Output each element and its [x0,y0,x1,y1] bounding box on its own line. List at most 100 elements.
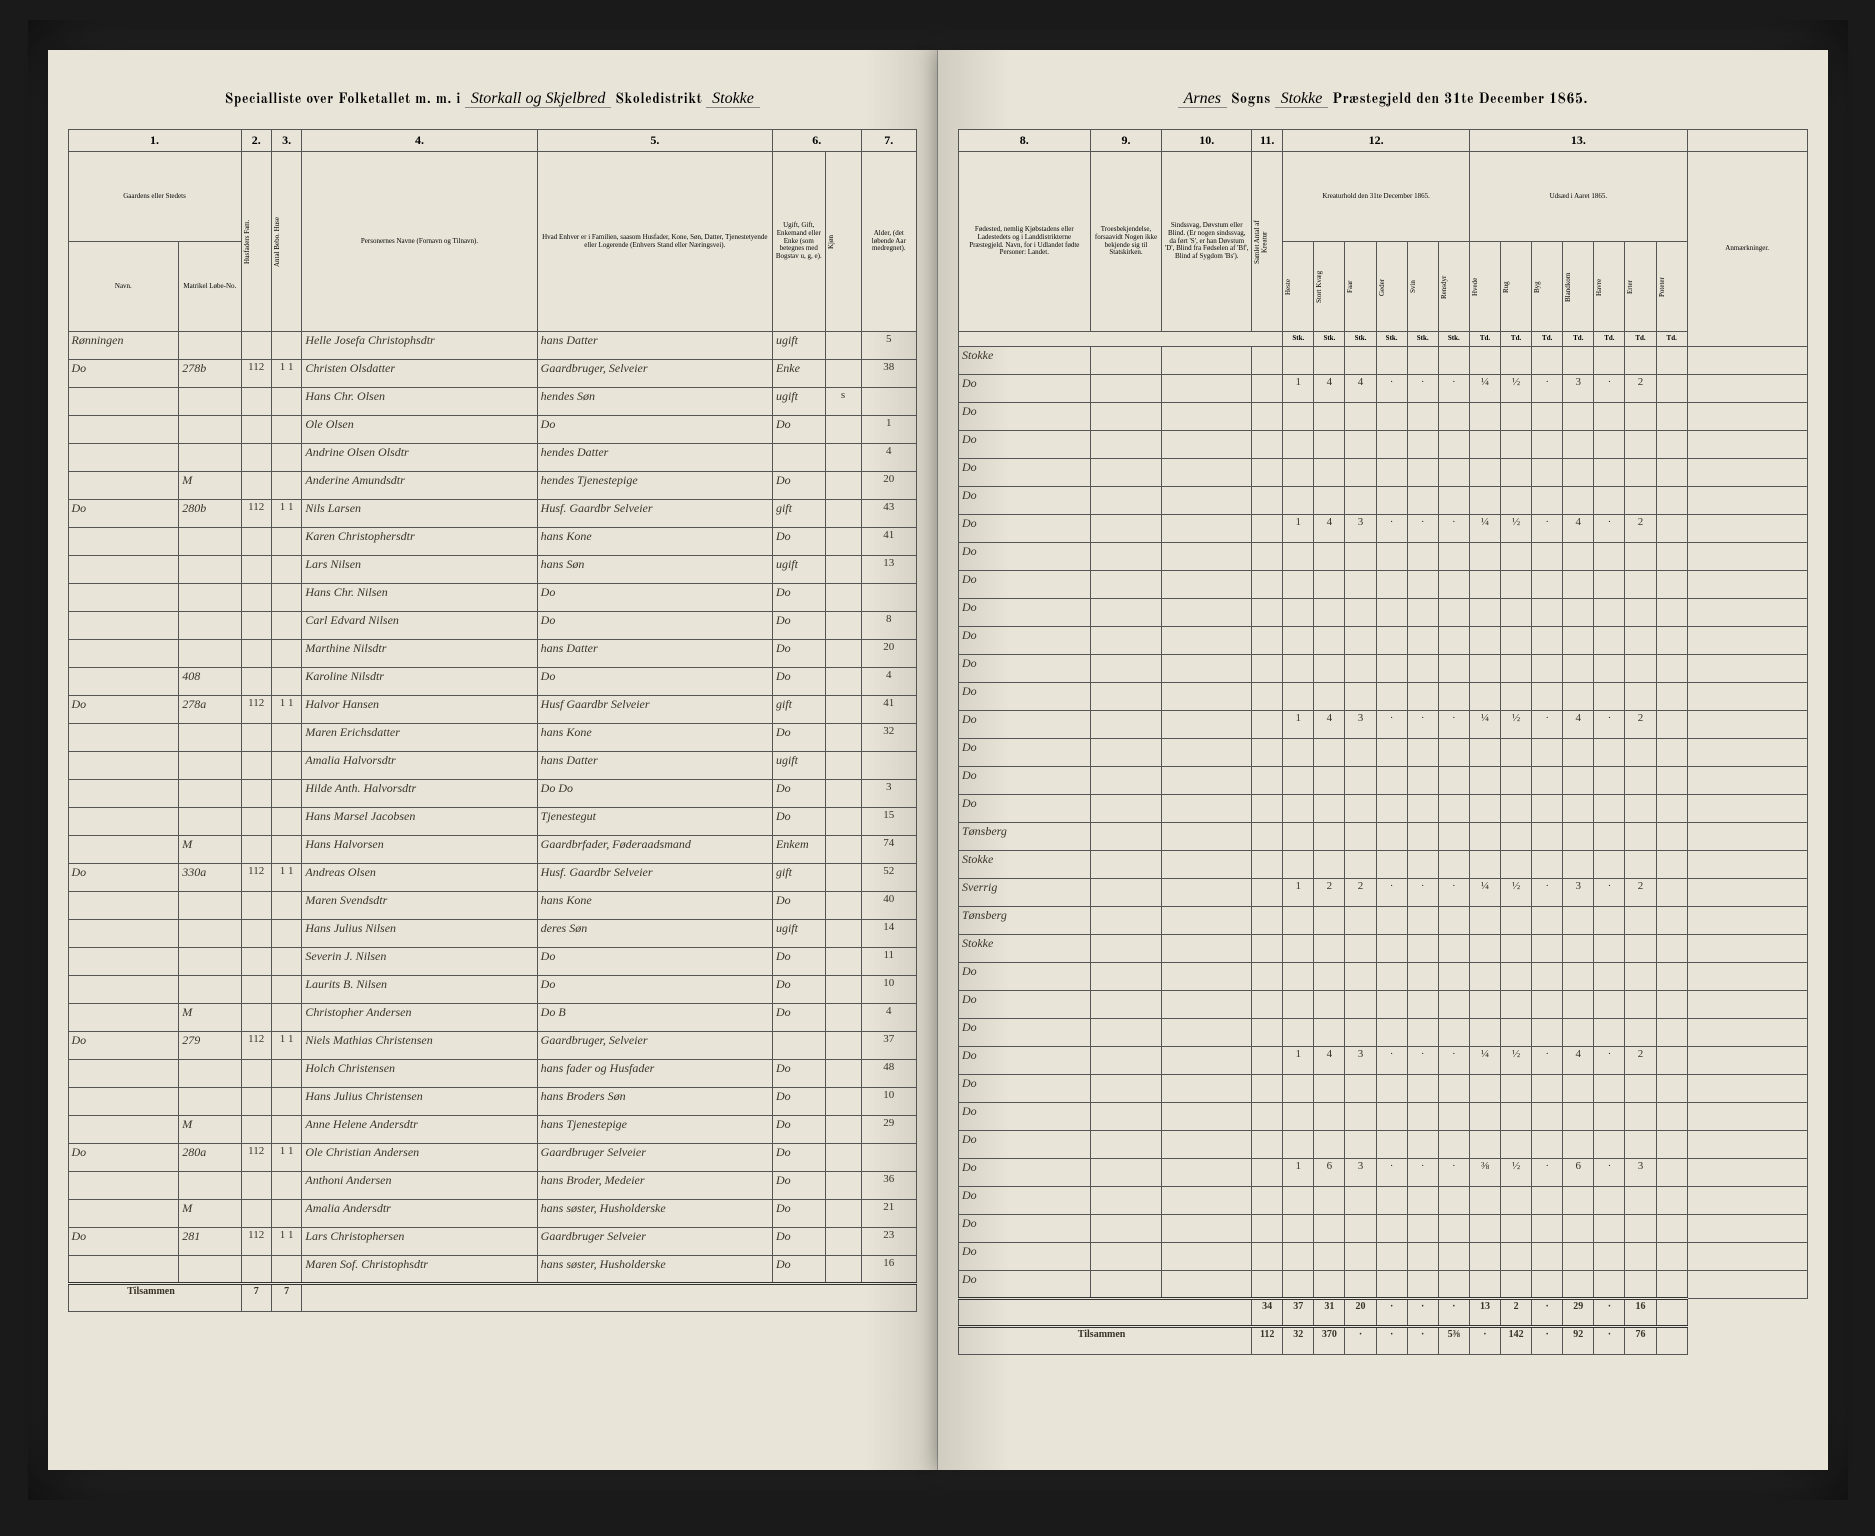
cell: Christen Olsdatter [302,360,537,388]
cell-k [1407,990,1438,1018]
cell-k: ½ [1501,514,1532,542]
cell: 112 [241,500,271,528]
cell [241,836,271,864]
cell: Lars Nilsen [302,556,537,584]
cell-k: · [1594,1046,1625,1074]
cell-k [1594,346,1625,374]
table-row: Hans Marsel JacobsenTjenestegutDo15 [68,808,917,836]
table-row: Hans Julius Nilsenderes Sønugift14 [68,920,917,948]
cell-k [1625,430,1656,458]
cell [271,1088,301,1116]
cell [179,444,241,472]
table-row: Laurits B. NilsenDoDo10 [68,976,917,1004]
table-row: Do [959,570,1808,598]
cell-k: 2 [1345,878,1376,906]
cell-k [1283,570,1314,598]
cell-birth: Do [959,794,1091,822]
cell-k: · [1376,878,1407,906]
cell-birth: Do [959,374,1091,402]
cell-k: 3 [1345,514,1376,542]
cell-k [1563,654,1594,682]
cell: 23 [861,1228,916,1256]
cell-k [1438,542,1469,570]
cell-k [1563,1242,1594,1270]
table-row: Do [959,1102,1808,1130]
hdr-r-printed-2: Præstegjeld den 31te December 1865. [1332,93,1588,107]
cell-k [1563,794,1594,822]
sub13-5: Erter [1625,242,1656,332]
cell-k [1314,1130,1345,1158]
cell-k: · [1594,514,1625,542]
h1b: Matrikel Løbe-No. [179,242,241,332]
page-left: Specialliste over Folketallet m. m. i St… [48,50,939,1470]
cell-k [1345,542,1376,570]
cell-k [1314,486,1345,514]
cell: M [179,1004,241,1032]
cell: ugift [772,752,825,780]
cell-birth: Do [959,486,1091,514]
cell-k [1563,1102,1594,1130]
cell-k [1469,430,1500,458]
cell-k [1656,794,1687,822]
cell: Karoline Nilsdtr [302,668,537,696]
cell-k [1656,346,1687,374]
cell: 4 [861,1004,916,1032]
cell: Do [772,724,825,752]
cell-birth: Stokke [959,346,1091,374]
cell: hans Broders Søn [537,1088,772,1116]
cell [179,388,241,416]
h2: Husfaders Fam. [241,152,271,332]
cell [271,640,301,668]
cell [179,1172,241,1200]
cell: 3 [861,780,916,808]
cell-k: 2 [1625,374,1656,402]
cell-k [1407,1186,1438,1214]
cell [179,528,241,556]
cell [271,1004,301,1032]
cell-k [1314,1214,1345,1242]
cell-k [1501,542,1532,570]
cell-birth: Do [959,990,1091,1018]
cell-k [1314,794,1345,822]
cell-k [1407,402,1438,430]
cell-k [1625,1214,1656,1242]
col3: 3. [271,130,301,152]
cell-k [1501,458,1532,486]
cell: Do [537,612,772,640]
cell-k [1625,934,1656,962]
cell-k [1438,346,1469,374]
cell-k [1563,1018,1594,1046]
cell-k [1469,794,1500,822]
cell: Gaardbruger, Selveier [537,1032,772,1060]
cell [825,864,861,892]
cell-k [1656,514,1687,542]
table-row: MChristopher AndersenDo BDo4 [68,1004,917,1032]
cell-k [1345,1242,1376,1270]
h3: Antal Bebo. Huse [271,152,301,332]
cell-k [1625,1018,1656,1046]
cell-k: 3 [1563,878,1594,906]
cell-k [1501,738,1532,766]
cell: Do [772,1116,825,1144]
sub12-4: Svin [1407,242,1438,332]
cell-k [1594,654,1625,682]
cell-k [1656,1046,1687,1074]
cell-birth: Do [959,1214,1091,1242]
cell [179,556,241,584]
cell-k [1469,850,1500,878]
cell-k [1345,458,1376,486]
cell-birth: Do [959,514,1091,542]
cell-k [1376,542,1407,570]
cell [179,724,241,752]
cell [861,752,916,780]
cell-k [1563,1186,1594,1214]
cell: Marthine Nilsdtr [302,640,537,668]
cell-k: 4 [1314,1046,1345,1074]
cell-birth: Do [959,430,1091,458]
cell-k [1501,570,1532,598]
cell-k [1376,934,1407,962]
table-row: Do163···⅜½·6·3 [959,1158,1808,1186]
cell-k [1407,1214,1438,1242]
sub12-1: Stort Kvæg [1314,242,1345,332]
h14: Anmærkninger. [1687,152,1807,347]
